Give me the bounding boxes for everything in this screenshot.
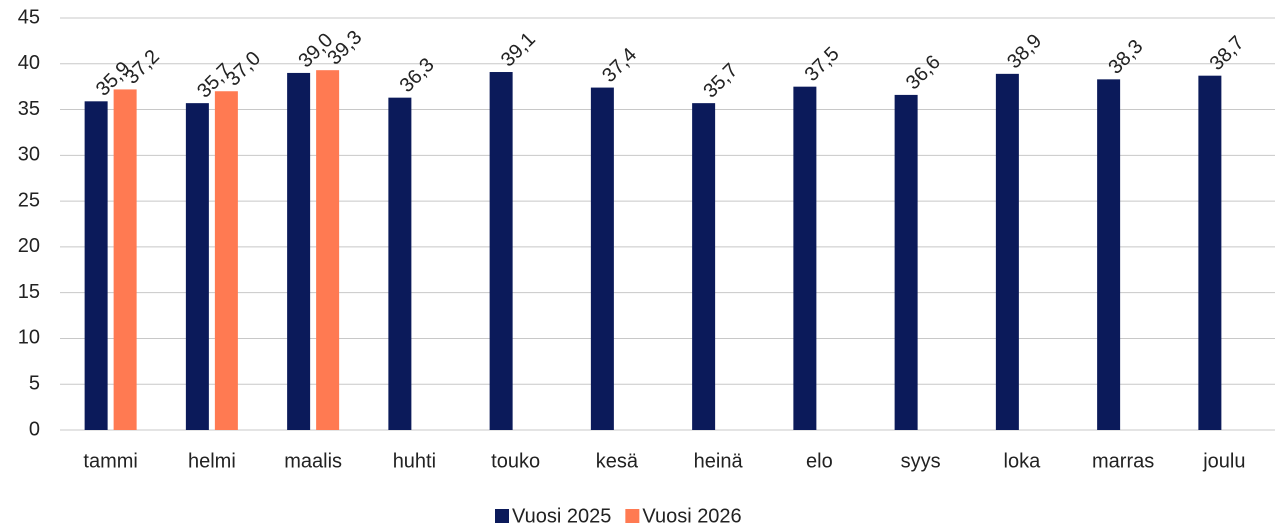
x-tick-label: helmi	[188, 450, 236, 472]
value-label: 37,5	[801, 43, 844, 86]
y-tick-label: 30	[18, 144, 40, 166]
x-tick-label: elo	[806, 450, 833, 472]
bar	[185, 103, 209, 430]
y-tick-label: 15	[18, 281, 40, 303]
x-tick-label: joulu	[1202, 450, 1245, 472]
y-tick-label: 25	[18, 189, 40, 211]
bar	[316, 70, 340, 430]
x-tick-label: touko	[491, 450, 540, 472]
x-tick-label: marras	[1092, 450, 1154, 472]
legend-swatch	[495, 509, 509, 523]
value-label: 37,2	[121, 46, 164, 89]
value-label: 36,6	[902, 51, 945, 94]
value-label: 38,3	[1104, 36, 1147, 79]
y-tick-label: 40	[18, 52, 40, 74]
y-tick-label: 5	[29, 373, 40, 395]
y-tick-label: 10	[18, 327, 40, 349]
bar	[113, 89, 137, 430]
bar	[1097, 79, 1121, 430]
bar	[287, 72, 311, 430]
bar	[692, 103, 716, 430]
bar	[388, 97, 412, 431]
y-tick-label: 35	[18, 98, 40, 120]
value-label: 37,0	[222, 47, 265, 90]
x-tick-label: tammi	[83, 450, 137, 472]
bar	[84, 101, 108, 430]
value-label: 37,4	[598, 44, 641, 87]
x-tick-label: kesä	[596, 450, 639, 472]
legend-swatch	[625, 509, 640, 523]
bar	[1198, 75, 1222, 431]
bar	[489, 72, 513, 431]
y-tick-label: 45	[18, 6, 40, 28]
legend-label: Vuosi 2025	[512, 505, 611, 527]
bar	[995, 73, 1019, 431]
value-label: 38,9	[1003, 30, 1046, 73]
x-tick-label: huhti	[393, 450, 436, 472]
bar	[214, 91, 238, 430]
value-label: 39,1	[497, 28, 540, 71]
y-tick-label: 0	[29, 418, 40, 440]
value-label: 36,3	[396, 54, 439, 97]
value-label: 38,7	[1206, 32, 1249, 75]
x-tick-label: loka	[1004, 450, 1042, 472]
x-tick-label: maalis	[284, 450, 342, 472]
bar	[590, 87, 614, 431]
legend-label: Vuosi 2026	[642, 505, 741, 527]
y-tick-label: 20	[18, 235, 40, 257]
bar	[793, 86, 817, 431]
value-label: 39,3	[323, 26, 366, 69]
x-tick-label: syys	[901, 450, 941, 472]
x-tick-label: heinä	[694, 450, 744, 472]
bar	[894, 94, 918, 430]
value-label: 35,7	[699, 59, 742, 102]
